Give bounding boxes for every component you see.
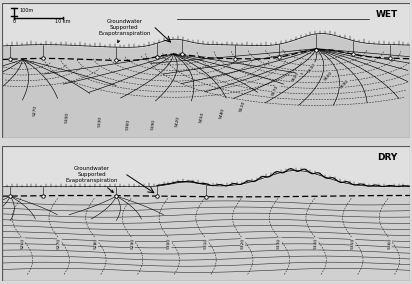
Text: 5450: 5450 <box>199 112 205 124</box>
Text: 5260: 5260 <box>20 238 25 249</box>
Text: 5320: 5320 <box>241 238 245 249</box>
Text: 0: 0 <box>13 19 16 24</box>
Text: 5300: 5300 <box>167 238 171 249</box>
Text: 5280: 5280 <box>94 238 98 249</box>
Text: 5420: 5420 <box>175 116 180 128</box>
Text: 5360: 5360 <box>126 118 131 130</box>
Text: 5300: 5300 <box>65 112 70 123</box>
Text: 5330: 5330 <box>98 116 103 127</box>
Text: 10 km: 10 km <box>56 19 71 24</box>
Text: 5630: 5630 <box>307 62 317 73</box>
Text: 5310: 5310 <box>204 238 208 249</box>
Text: 5290: 5290 <box>130 238 135 249</box>
Text: 5660: 5660 <box>323 70 333 81</box>
Text: 5350: 5350 <box>351 238 355 249</box>
Text: 5570: 5570 <box>271 85 279 97</box>
Text: 5270: 5270 <box>57 238 61 249</box>
Text: 5600: 5600 <box>291 71 300 83</box>
Text: WET: WET <box>375 10 398 18</box>
Text: 5360: 5360 <box>387 238 392 249</box>
Text: 5690: 5690 <box>339 78 350 89</box>
Text: 5480: 5480 <box>219 108 226 119</box>
Text: 5330: 5330 <box>277 238 282 249</box>
Text: 5510: 5510 <box>239 101 246 113</box>
Text: 5270: 5270 <box>32 105 37 116</box>
Text: 5390: 5390 <box>150 118 156 130</box>
Text: 100m: 100m <box>19 8 33 13</box>
Text: 5340: 5340 <box>314 238 318 249</box>
Text: Groundwater
Supported
Evapotranspiration: Groundwater Supported Evapotranspiration <box>66 166 118 192</box>
Text: DRY: DRY <box>377 153 398 162</box>
Text: Groundwater
Supported
Evapotranspiration: Groundwater Supported Evapotranspiration <box>98 19 151 43</box>
